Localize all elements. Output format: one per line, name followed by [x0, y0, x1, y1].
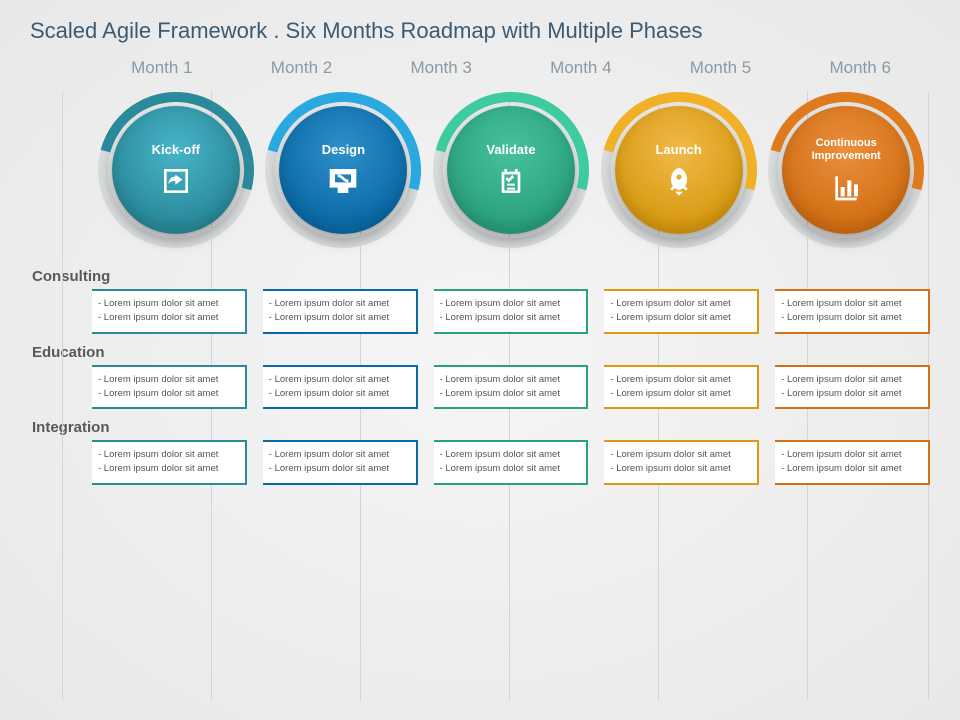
task-card: - Lorem ipsum dolor sit amet- Lorem ipsu…: [92, 289, 247, 334]
task-card: - Lorem ipsum dolor sit amet- Lorem ipsu…: [263, 289, 418, 334]
task-line: - Lorem ipsum dolor sit amet: [98, 373, 239, 387]
task-line: - Lorem ipsum dolor sit amet: [269, 462, 410, 476]
task-line: - Lorem ipsum dolor sit amet: [269, 297, 410, 311]
month-label: Month 2: [232, 58, 372, 78]
phase-label: Launch: [647, 143, 709, 158]
task-card: - Lorem ipsum dolor sit amet- Lorem ipsu…: [775, 440, 930, 485]
task-line: - Lorem ipsum dolor sit amet: [440, 311, 581, 325]
task-line: - Lorem ipsum dolor sit amet: [98, 462, 239, 476]
section-title: Education: [32, 344, 930, 361]
chart-icon: [830, 171, 862, 203]
task-card: - Lorem ipsum dolor sit amet- Lorem ipsu…: [434, 440, 589, 485]
task-line: - Lorem ipsum dolor sit amet: [610, 297, 751, 311]
task-card: - Lorem ipsum dolor sit amet- Lorem ipsu…: [604, 365, 759, 410]
task-card: - Lorem ipsum dolor sit amet- Lorem ipsu…: [775, 365, 930, 410]
months-row: Month 1Month 2Month 3Month 4Month 5Month…: [30, 58, 930, 78]
task-line: - Lorem ipsum dolor sit amet: [269, 373, 410, 387]
task-line: - Lorem ipsum dolor sit amet: [610, 462, 751, 476]
section-consulting: Consulting- Lorem ipsum dolor sit amet- …: [30, 268, 930, 334]
task-line: - Lorem ipsum dolor sit amet: [440, 297, 581, 311]
task-line: - Lorem ipsum dolor sit amet: [98, 297, 239, 311]
section-title: Integration: [32, 419, 930, 436]
monitor-icon: [327, 165, 359, 197]
phase-label: Kick-off: [144, 143, 208, 158]
phase-label: Design: [314, 143, 373, 158]
task-line: - Lorem ipsum dolor sit amet: [610, 373, 751, 387]
task-line: - Lorem ipsum dolor sit amet: [781, 448, 922, 462]
task-line: - Lorem ipsum dolor sit amet: [440, 373, 581, 387]
task-line: - Lorem ipsum dolor sit amet: [781, 462, 922, 476]
phase-label: Continuous Improvement: [782, 137, 910, 162]
task-card: - Lorem ipsum dolor sit amet- Lorem ipsu…: [263, 440, 418, 485]
share-icon: [160, 165, 192, 197]
task-line: - Lorem ipsum dolor sit amet: [610, 387, 751, 401]
page-title: Scaled Agile Framework . Six Months Road…: [30, 18, 930, 44]
task-line: - Lorem ipsum dolor sit amet: [269, 448, 410, 462]
section-education: Education- Lorem ipsum dolor sit amet- L…: [30, 344, 930, 410]
cards-row: - Lorem ipsum dolor sit amet- Lorem ipsu…: [30, 289, 930, 334]
section-title: Consulting: [32, 268, 930, 285]
checklist-icon: [495, 165, 527, 197]
task-line: - Lorem ipsum dolor sit amet: [781, 373, 922, 387]
phase-design: Design: [250, 92, 438, 248]
month-label: Month 6: [790, 58, 930, 78]
month-label: Month 5: [651, 58, 791, 78]
section-integration: Integration- Lorem ipsum dolor sit amet-…: [30, 419, 930, 485]
task-line: - Lorem ipsum dolor sit amet: [781, 387, 922, 401]
task-line: - Lorem ipsum dolor sit amet: [440, 448, 581, 462]
task-card: - Lorem ipsum dolor sit amet- Lorem ipsu…: [263, 365, 418, 410]
task-line: - Lorem ipsum dolor sit amet: [781, 311, 922, 325]
sections: Consulting- Lorem ipsum dolor sit amet- …: [30, 268, 930, 485]
task-line: - Lorem ipsum dolor sit amet: [269, 387, 410, 401]
task-card: - Lorem ipsum dolor sit amet- Lorem ipsu…: [775, 289, 930, 334]
task-card: - Lorem ipsum dolor sit amet- Lorem ipsu…: [434, 289, 589, 334]
task-line: - Lorem ipsum dolor sit amet: [610, 311, 751, 325]
task-card: - Lorem ipsum dolor sit amet- Lorem ipsu…: [92, 365, 247, 410]
month-label: Month 4: [511, 58, 651, 78]
task-card: - Lorem ipsum dolor sit amet- Lorem ipsu…: [434, 365, 589, 410]
phase-label: Validate: [478, 143, 543, 158]
task-card: - Lorem ipsum dolor sit amet- Lorem ipsu…: [604, 289, 759, 334]
task-line: - Lorem ipsum dolor sit amet: [440, 387, 581, 401]
rocket-icon: [663, 165, 695, 197]
task-line: - Lorem ipsum dolor sit amet: [98, 448, 239, 462]
task-line: - Lorem ipsum dolor sit amet: [610, 448, 751, 462]
month-label: Month 3: [371, 58, 511, 78]
task-line: - Lorem ipsum dolor sit amet: [269, 311, 410, 325]
cards-row: - Lorem ipsum dolor sit amet- Lorem ipsu…: [30, 365, 930, 410]
phase-launch: Launch: [585, 92, 773, 248]
task-line: - Lorem ipsum dolor sit amet: [98, 311, 239, 325]
cards-row: - Lorem ipsum dolor sit amet- Lorem ipsu…: [30, 440, 930, 485]
phase-validate: Validate: [417, 92, 605, 248]
task-line: - Lorem ipsum dolor sit amet: [98, 387, 239, 401]
month-label: Month 1: [92, 58, 232, 78]
task-line: - Lorem ipsum dolor sit amet: [440, 462, 581, 476]
phase-continuous-improvement: Continuous Improvement: [752, 92, 940, 248]
phase-kick-off: Kick-off: [82, 92, 270, 248]
task-line: - Lorem ipsum dolor sit amet: [781, 297, 922, 311]
phases-row: Kick-off Design Validate Launch Continuous I…: [30, 90, 930, 250]
task-card: - Lorem ipsum dolor sit amet- Lorem ipsu…: [604, 440, 759, 485]
task-card: - Lorem ipsum dolor sit amet- Lorem ipsu…: [92, 440, 247, 485]
